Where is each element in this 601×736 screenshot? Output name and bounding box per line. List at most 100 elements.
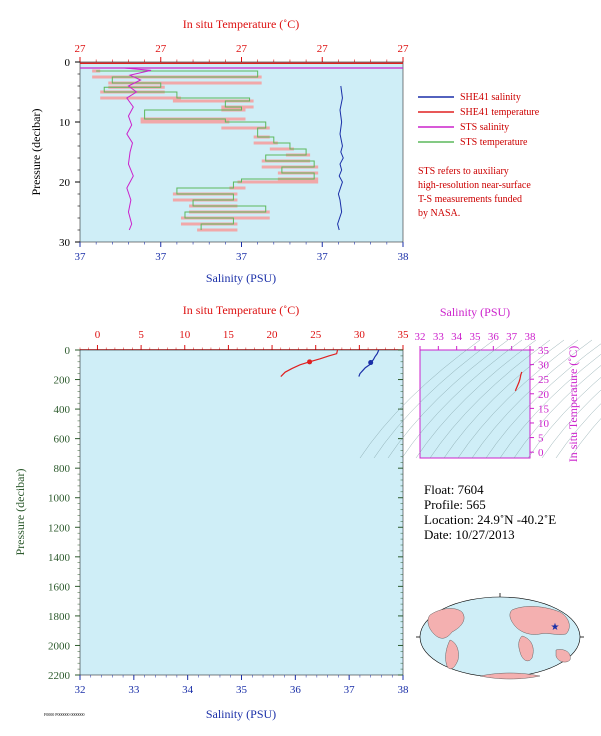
top-series <box>80 62 403 232</box>
ts-density-contour <box>527 377 601 459</box>
ts-temperature-axis-title: In situ Temperature (˚C) <box>566 346 580 463</box>
ts-series <box>514 371 523 392</box>
bottom-pressure-ticks: 0 200 400 600 800 1000 1200 1400 1600 1800 2000 220… <box>48 345 403 682</box>
footer-stamp: F0000 P000000 0000000 <box>44 712 84 717</box>
ts-temperature-tick-label: 15 <box>538 403 550 415</box>
bottom-salinity-tick-label: 33 <box>128 684 140 696</box>
series-line-sts-salinity <box>124 67 152 231</box>
bottom-temperature-tick-label: 0 <box>95 329 101 341</box>
bottom-pressure-tick-label: 1800 <box>48 611 71 623</box>
top-salinity-tick-label: 37 <box>75 251 87 263</box>
bottom-pressure-tick-label: 1600 <box>48 581 71 593</box>
sts-note: STS refers to auxiliary high-resolution … <box>418 166 531 219</box>
sts-temperature-band <box>100 96 181 100</box>
ts-temperature-tick-label: 35 <box>538 345 550 357</box>
ts-density-contour <box>555 403 601 459</box>
top-salinity-axis-title: Salinity (PSU) <box>206 271 276 285</box>
legend-label-sts-salinity: STS salinity <box>460 122 509 133</box>
ts-series-line <box>514 371 523 392</box>
ts-diagram-panel: Salinity (PSU) 32 33 34 35 36 37 38 0 5 10 15 20 25… <box>359 305 601 463</box>
bottom-pressure-tick-label: 1200 <box>48 522 71 534</box>
ts-salinity-tick-label: 35 <box>470 331 482 343</box>
top-salinity-tick-label: 38 <box>398 251 410 263</box>
bottom-pressure-tick-label: 1400 <box>48 552 71 564</box>
date: Date: 10/27/2013 <box>424 527 515 542</box>
ts-salinity-tick-label: 32 <box>415 331 426 343</box>
bottom-temperature-tick-label: 20 <box>267 329 279 341</box>
top-temperature-tick-label: 27 <box>155 43 167 55</box>
legend-label-sbe-temperature: SHE41 temperature <box>460 107 540 118</box>
top-salinity-tick-label: 37 <box>236 251 248 263</box>
series-line-sbe-salinity <box>337 85 344 231</box>
bottom-pressure-tick-label: 400 <box>54 404 71 416</box>
ts-temperature-tick-label: 0 <box>538 447 544 459</box>
note-line-2: high-resolution near-surface <box>418 180 531 191</box>
bottom-salinity-ticks: 32 33 34 35 36 37 38 <box>75 675 409 696</box>
ts-density-contour <box>401 339 523 459</box>
ts-density-contour <box>429 339 551 459</box>
sts-temperature-band <box>229 186 246 190</box>
top-salinity-tick-label: 37 <box>317 251 329 263</box>
ts-density-contour <box>359 339 481 459</box>
top-profile-panel: In situ Temperature (˚C) 27 27 27 27 27 0 10 2… <box>29 17 409 285</box>
note-line-4: by NASA. <box>418 208 460 219</box>
ts-density-contours <box>359 339 601 459</box>
top-temperature-axis-title: In situ Temperature (˚C) <box>183 17 300 31</box>
sts-temperature-band <box>237 180 319 184</box>
ts-temperature-tick-label: 30 <box>538 360 550 372</box>
ts-density-contour <box>387 339 509 459</box>
ts-density-contour <box>541 389 601 459</box>
bottom-temperature-tick-label: 30 <box>354 329 366 341</box>
ts-temperature-tick-label: 20 <box>538 389 550 401</box>
profile-number: Profile: 565 <box>424 497 486 512</box>
top-pressure-tick-label: 30 <box>59 237 71 249</box>
bottom-profile-panel: In situ Temperature (˚C) 0 5 10 15 20 25 30 35 … <box>13 303 409 721</box>
ts-temperature-tick-label: 25 <box>538 374 550 386</box>
sts-temperature-band <box>172 99 254 103</box>
top-temperature-tick-label: 27 <box>236 43 248 55</box>
bottom-pressure-tick-label: 2200 <box>48 670 71 682</box>
bottom-plot-area <box>79 349 404 676</box>
ts-density-contour <box>457 339 579 459</box>
map-land <box>427 606 571 680</box>
top-pressure-ticks: 0 10 20 30 <box>59 57 80 249</box>
top-temperature-tick-label: 27 <box>317 43 329 55</box>
bottom-pressure-tick-label: 2000 <box>48 640 71 652</box>
sts-temperature-band <box>108 81 262 85</box>
note-line-3: T-S measurements funded <box>418 194 522 205</box>
top-temperature-ticks: 27 27 27 27 27 <box>75 43 410 62</box>
top-pressure-tick-label: 10 <box>59 117 71 129</box>
bottom-temperature-tick-label: 35 <box>398 329 410 341</box>
bottom-pressure-tick-label: 1000 <box>48 493 71 505</box>
top-pressure-axis-title: Pressure (decibar) <box>29 109 43 196</box>
bottom-temperature-tick-label: 10 <box>179 329 191 341</box>
location: Location: 24.9˚N -40.2˚E <box>424 512 556 527</box>
ts-temperature-tick-label: 10 <box>538 418 550 430</box>
bottom-salinity-axis-title: Salinity (PSU) <box>206 707 276 721</box>
bottom-temperature-tick-label: 15 <box>223 329 235 341</box>
bottom-salinity-tick-label: 37 <box>344 684 356 696</box>
ts-density-contour <box>499 354 601 459</box>
sts-temperature-band <box>140 120 230 124</box>
bottom-pressure-tick-label: 600 <box>54 434 71 446</box>
ts-temperature-ticks: 0 5 10 15 20 25 30 35 <box>530 345 550 459</box>
ts-density-contour <box>485 343 601 459</box>
legend: SHE41 salinity SHE41 temperature STS sal… <box>418 92 540 148</box>
ts-density-contour <box>471 339 593 459</box>
ts-density-contour <box>443 339 565 459</box>
series-line-sts-temperature <box>96 70 315 230</box>
top-temperature-tick-label: 27 <box>75 43 87 55</box>
ts-salinity-tick-label: 37 <box>506 331 518 343</box>
bottom-pressure-tick-label: 200 <box>54 375 71 387</box>
ts-plot-area <box>419 349 531 459</box>
float-info: Float: 7604 Profile: 565 Location: 24.9˚… <box>424 482 556 542</box>
bottom-salinity-tick-label: 32 <box>75 684 86 696</box>
ts-temperature-tick-label: 5 <box>538 433 544 445</box>
salinity-marker <box>368 360 374 366</box>
sts-temperature-band <box>269 147 294 151</box>
top-temperature-tick-label: 27 <box>398 43 410 55</box>
ts-density-contour <box>373 339 495 459</box>
ts-density-contour <box>415 339 537 459</box>
ts-density-contour <box>569 418 601 459</box>
